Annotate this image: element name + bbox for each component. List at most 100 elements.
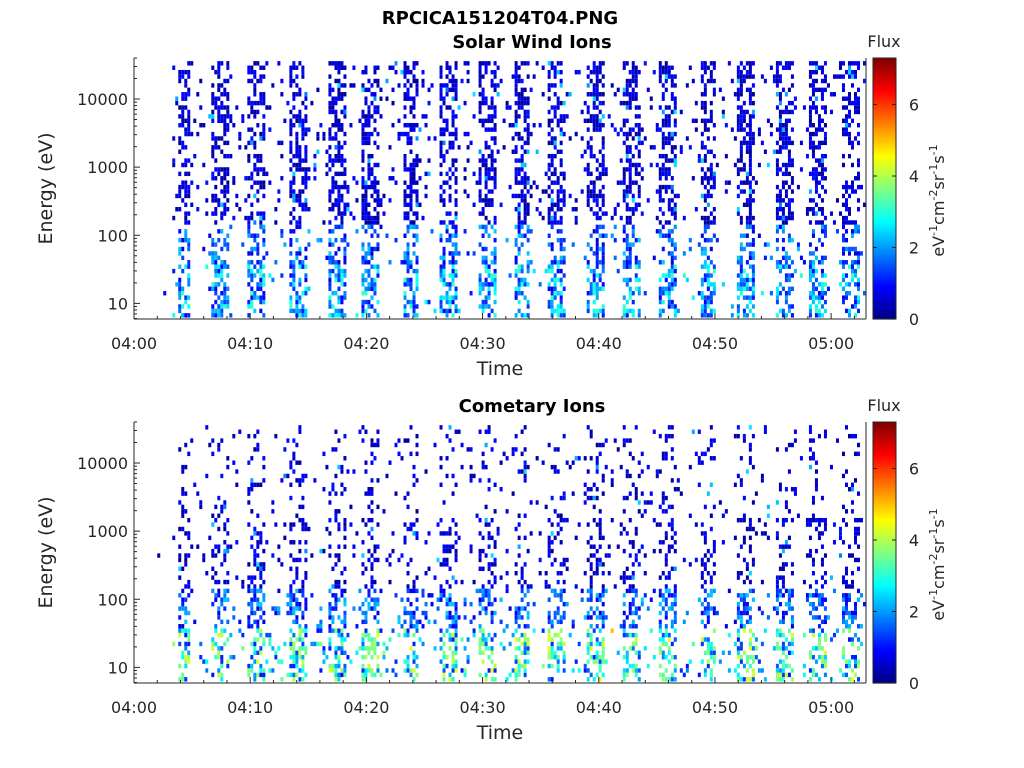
spectrogram-cell — [187, 295, 191, 300]
spectrogram-cell — [481, 96, 485, 101]
spectrogram-cell — [442, 308, 446, 314]
spectrogram-cell — [181, 180, 185, 185]
spectrogram-cell — [223, 211, 227, 216]
spectrogram-cell — [484, 304, 488, 309]
spectrogram-cell — [370, 277, 374, 283]
spectrogram-cell — [331, 207, 335, 212]
spectrogram-cell — [184, 553, 188, 558]
spectrogram-cell — [295, 619, 299, 625]
spectrogram-cell — [331, 482, 335, 488]
spectrogram-cell — [301, 522, 305, 527]
spectrogram-cell — [370, 131, 374, 137]
spectrogram-cell — [424, 193, 428, 199]
spectrogram-cell — [217, 229, 221, 234]
spectrogram-cell — [409, 224, 413, 230]
spectrogram-cell — [439, 220, 443, 225]
spectrogram-cell — [331, 202, 335, 208]
spectrogram-cell — [589, 282, 593, 287]
spectrogram-cell — [337, 308, 341, 314]
spectrogram-cell — [481, 260, 485, 265]
spectrogram-cell — [247, 114, 251, 119]
spectrogram-cell — [271, 606, 275, 611]
spectrogram-cell — [364, 202, 368, 208]
spectrogram-cell — [592, 198, 596, 203]
spectrogram-cell — [415, 535, 419, 541]
spectrogram-cell — [847, 96, 851, 101]
spectrogram-cell — [259, 184, 263, 190]
spectrogram-cell — [499, 460, 503, 465]
spectrogram-cell — [409, 264, 413, 269]
spectrogram-cell — [484, 229, 488, 234]
spectrogram-cell — [493, 246, 497, 252]
spectrogram-cell — [643, 291, 647, 296]
spectrogram-cell — [523, 118, 527, 124]
spectrogram-cell — [226, 273, 230, 278]
spectrogram-cell — [421, 83, 425, 88]
spectrogram-cell — [376, 478, 380, 483]
spectrogram-cell — [304, 92, 308, 97]
spectrogram-cell — [325, 255, 329, 261]
spectrogram-cell — [220, 167, 224, 172]
spectrogram-cell — [787, 158, 791, 163]
spectrogram-cell — [364, 615, 368, 620]
spectrogram-cell — [628, 127, 632, 132]
spectrogram-cell — [850, 74, 854, 79]
spectrogram-cell — [439, 659, 443, 664]
spectrogram-cell — [583, 100, 587, 106]
spectrogram-cell — [676, 193, 680, 199]
spectrogram-cell — [736, 286, 740, 292]
spectrogram-cell — [847, 131, 851, 137]
spectrogram-cell — [823, 224, 827, 230]
spectrogram-cell — [292, 522, 296, 527]
spectrogram-cell — [661, 171, 665, 177]
spectrogram-cell — [775, 158, 779, 163]
spectrogram-cell — [262, 548, 266, 554]
spectrogram-cell — [343, 668, 347, 673]
spectrogram-cell — [223, 78, 227, 84]
spectrogram-cell — [448, 548, 452, 554]
spectrogram-cell — [838, 260, 842, 265]
spectrogram-cell — [778, 291, 782, 296]
spectrogram-cell — [250, 624, 254, 629]
spectrogram-cell — [331, 615, 335, 620]
spectrogram-cell — [292, 557, 296, 563]
spectrogram-cell — [424, 571, 428, 576]
spectrogram-cell — [376, 544, 380, 549]
spectrogram-cell — [451, 242, 455, 247]
spectrogram-cell — [289, 584, 293, 589]
spectrogram-cell — [211, 83, 215, 88]
spectrogram-cell — [412, 579, 416, 585]
spectrogram-cell — [814, 184, 818, 190]
spectrogram-cell — [808, 198, 812, 203]
spectrogram-cell — [403, 193, 407, 199]
spectrogram-cell — [361, 677, 365, 682]
spectrogram-cell — [343, 260, 347, 265]
spectrogram-cell — [376, 273, 380, 278]
spectrogram-cell — [547, 193, 551, 199]
spectrogram-cell — [574, 207, 578, 212]
spectrogram-cell — [514, 74, 518, 79]
spectrogram-cell — [847, 184, 851, 190]
spectrogram-cell — [214, 260, 218, 265]
spectrogram-cell — [853, 176, 857, 181]
spectrogram-cell — [211, 145, 215, 150]
spectrogram-cell — [481, 153, 485, 159]
spectrogram-cell — [514, 260, 518, 265]
spectrogram-cell — [214, 517, 218, 523]
spectrogram-cell — [622, 260, 626, 265]
spectrogram-cell — [295, 131, 299, 137]
spectrogram-cell — [730, 78, 734, 84]
spectrogram-cell — [370, 451, 374, 457]
spectrogram-cell — [388, 637, 392, 642]
spectrogram-cell — [367, 593, 371, 598]
colorbar-segment — [873, 208, 896, 211]
spectrogram-cell — [298, 149, 302, 154]
spectrogram-cell — [295, 92, 299, 97]
spectrogram-cell — [748, 180, 752, 185]
spectrogram-cell — [178, 628, 182, 633]
spectrogram-cell — [586, 65, 590, 70]
spectrogram-cell — [343, 211, 347, 216]
spectrogram-cell — [823, 153, 827, 159]
spectrogram-cell — [820, 153, 824, 159]
spectrogram-cell — [625, 61, 629, 66]
